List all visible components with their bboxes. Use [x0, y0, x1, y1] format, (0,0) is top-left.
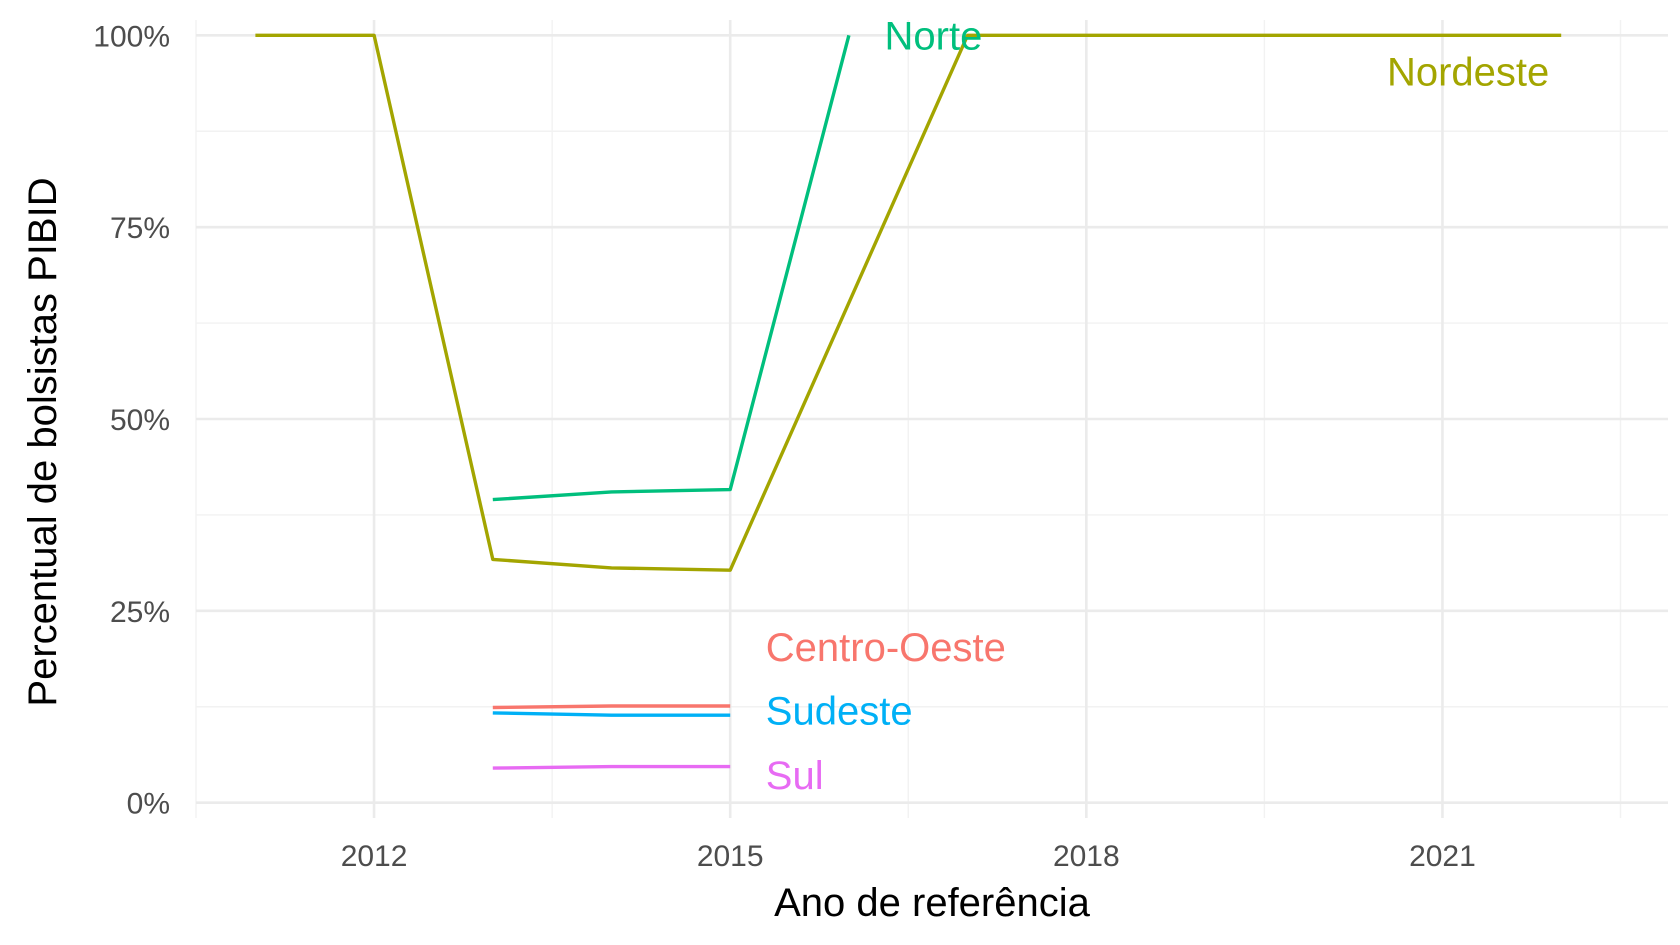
- x-axis-title: Ano de referência: [774, 881, 1091, 925]
- series-label-norte: Norte: [885, 14, 983, 58]
- series-line-norte: [492, 34, 851, 502]
- series-line-sudeste: [492, 711, 731, 717]
- series-labels: Norte Nordeste Centro-Oeste Sudeste Sul: [766, 14, 1549, 798]
- series-line-nordeste: [255, 33, 1562, 572]
- y-tick-label: 0%: [127, 788, 170, 821]
- y-tick-label: 25%: [110, 596, 170, 629]
- series-label-nordeste: Nordeste: [1387, 50, 1549, 94]
- x-tick-label: 2018: [1053, 840, 1120, 873]
- series-label-centro-oeste: Centro-Oeste: [766, 626, 1006, 670]
- series-label-sul: Sul: [766, 754, 824, 798]
- x-tick-label: 2012: [341, 840, 408, 873]
- series-lines: [255, 33, 1562, 770]
- series-line-sul: [492, 764, 731, 770]
- y-axis-tick-labels: 0% 25% 50% 75% 100%: [93, 20, 170, 820]
- x-tick-label: 2015: [697, 840, 764, 873]
- series-label-sudeste: Sudeste: [766, 690, 913, 734]
- x-tick-label: 2021: [1409, 840, 1476, 873]
- y-tick-label: 50%: [110, 404, 170, 437]
- y-tick-label: 75%: [110, 212, 170, 245]
- major-gridlines: [196, 20, 1668, 818]
- series-line-centro-oeste: [492, 704, 731, 710]
- x-axis-tick-labels: 2012 2015 2018 2021: [341, 840, 1476, 873]
- y-axis-title: Percentual de bolsistas PIBID: [21, 177, 65, 706]
- y-tick-label: 100%: [93, 20, 170, 53]
